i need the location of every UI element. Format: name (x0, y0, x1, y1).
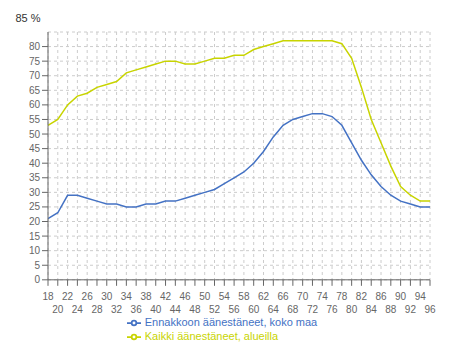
svg-text:92: 92 (405, 304, 417, 315)
svg-text:5: 5 (34, 260, 40, 271)
svg-text:18: 18 (42, 291, 54, 302)
svg-text:78: 78 (336, 291, 348, 302)
svg-text:34: 34 (121, 291, 133, 302)
svg-text:75: 75 (29, 56, 41, 67)
svg-text:46: 46 (180, 291, 192, 302)
svg-text:80: 80 (29, 41, 41, 52)
html-text:Ennakkoon äänestäneet, koko ma: Ennakkoon äänestäneet, koko maa (144, 315, 318, 328)
svg-text:56: 56 (229, 304, 241, 315)
svg-text:20: 20 (52, 304, 64, 315)
svg-text:48: 48 (189, 304, 201, 315)
svg-text:70: 70 (297, 291, 309, 302)
svg-text:58: 58 (238, 291, 250, 302)
svg-text:38: 38 (140, 291, 152, 302)
svg-text:90: 90 (395, 291, 407, 302)
svg-text:55: 55 (29, 114, 41, 125)
svg-text:60: 60 (29, 99, 41, 110)
svg-text:70: 70 (29, 70, 41, 81)
html-text:Kaikki äänestäneet, alueilla: Kaikki äänestäneet, alueilla (144, 329, 279, 342)
svg-text:0: 0 (34, 274, 40, 285)
svg-text:65: 65 (29, 85, 41, 96)
svg-text:24: 24 (72, 304, 84, 315)
svg-text:52: 52 (209, 304, 221, 315)
svg-text:28: 28 (91, 304, 103, 315)
svg-text:68: 68 (287, 304, 299, 315)
svg-text:22: 22 (62, 291, 74, 302)
svg-text:20: 20 (29, 216, 41, 227)
svg-text:15: 15 (29, 231, 41, 242)
svg-text:40: 40 (29, 158, 41, 169)
svg-text:35: 35 (29, 172, 41, 183)
svg-text:86: 86 (375, 291, 387, 302)
svg-text:64: 64 (268, 304, 280, 315)
svg-text:72: 72 (307, 304, 319, 315)
svg-text:88: 88 (385, 304, 397, 315)
svg-text:26: 26 (82, 291, 94, 302)
svg-text:36: 36 (131, 304, 143, 315)
svg-text:62: 62 (258, 291, 270, 302)
svg-text:25: 25 (29, 201, 41, 212)
svg-text:94: 94 (415, 291, 427, 302)
svg-text:80: 80 (346, 304, 358, 315)
svg-text:30: 30 (29, 187, 41, 198)
svg-text:42: 42 (160, 291, 172, 302)
svg-text:85 %: 85 % (15, 12, 40, 24)
svg-text:50: 50 (199, 291, 211, 302)
svg-text:84: 84 (366, 304, 378, 315)
svg-text:76: 76 (326, 304, 338, 315)
svg-text:66: 66 (278, 291, 290, 302)
svg-text:32: 32 (111, 304, 123, 315)
svg-text:45: 45 (29, 143, 41, 154)
svg-text:44: 44 (170, 304, 182, 315)
svg-text:60: 60 (248, 304, 260, 315)
svg-text:10: 10 (29, 245, 41, 256)
svg-text:30: 30 (101, 291, 113, 302)
svg-text:82: 82 (356, 291, 368, 302)
svg-text:74: 74 (317, 291, 329, 302)
svg-text:54: 54 (219, 291, 231, 302)
svg-text:40: 40 (150, 304, 162, 315)
svg-text:96: 96 (424, 304, 436, 315)
svg-text:50: 50 (29, 129, 41, 140)
